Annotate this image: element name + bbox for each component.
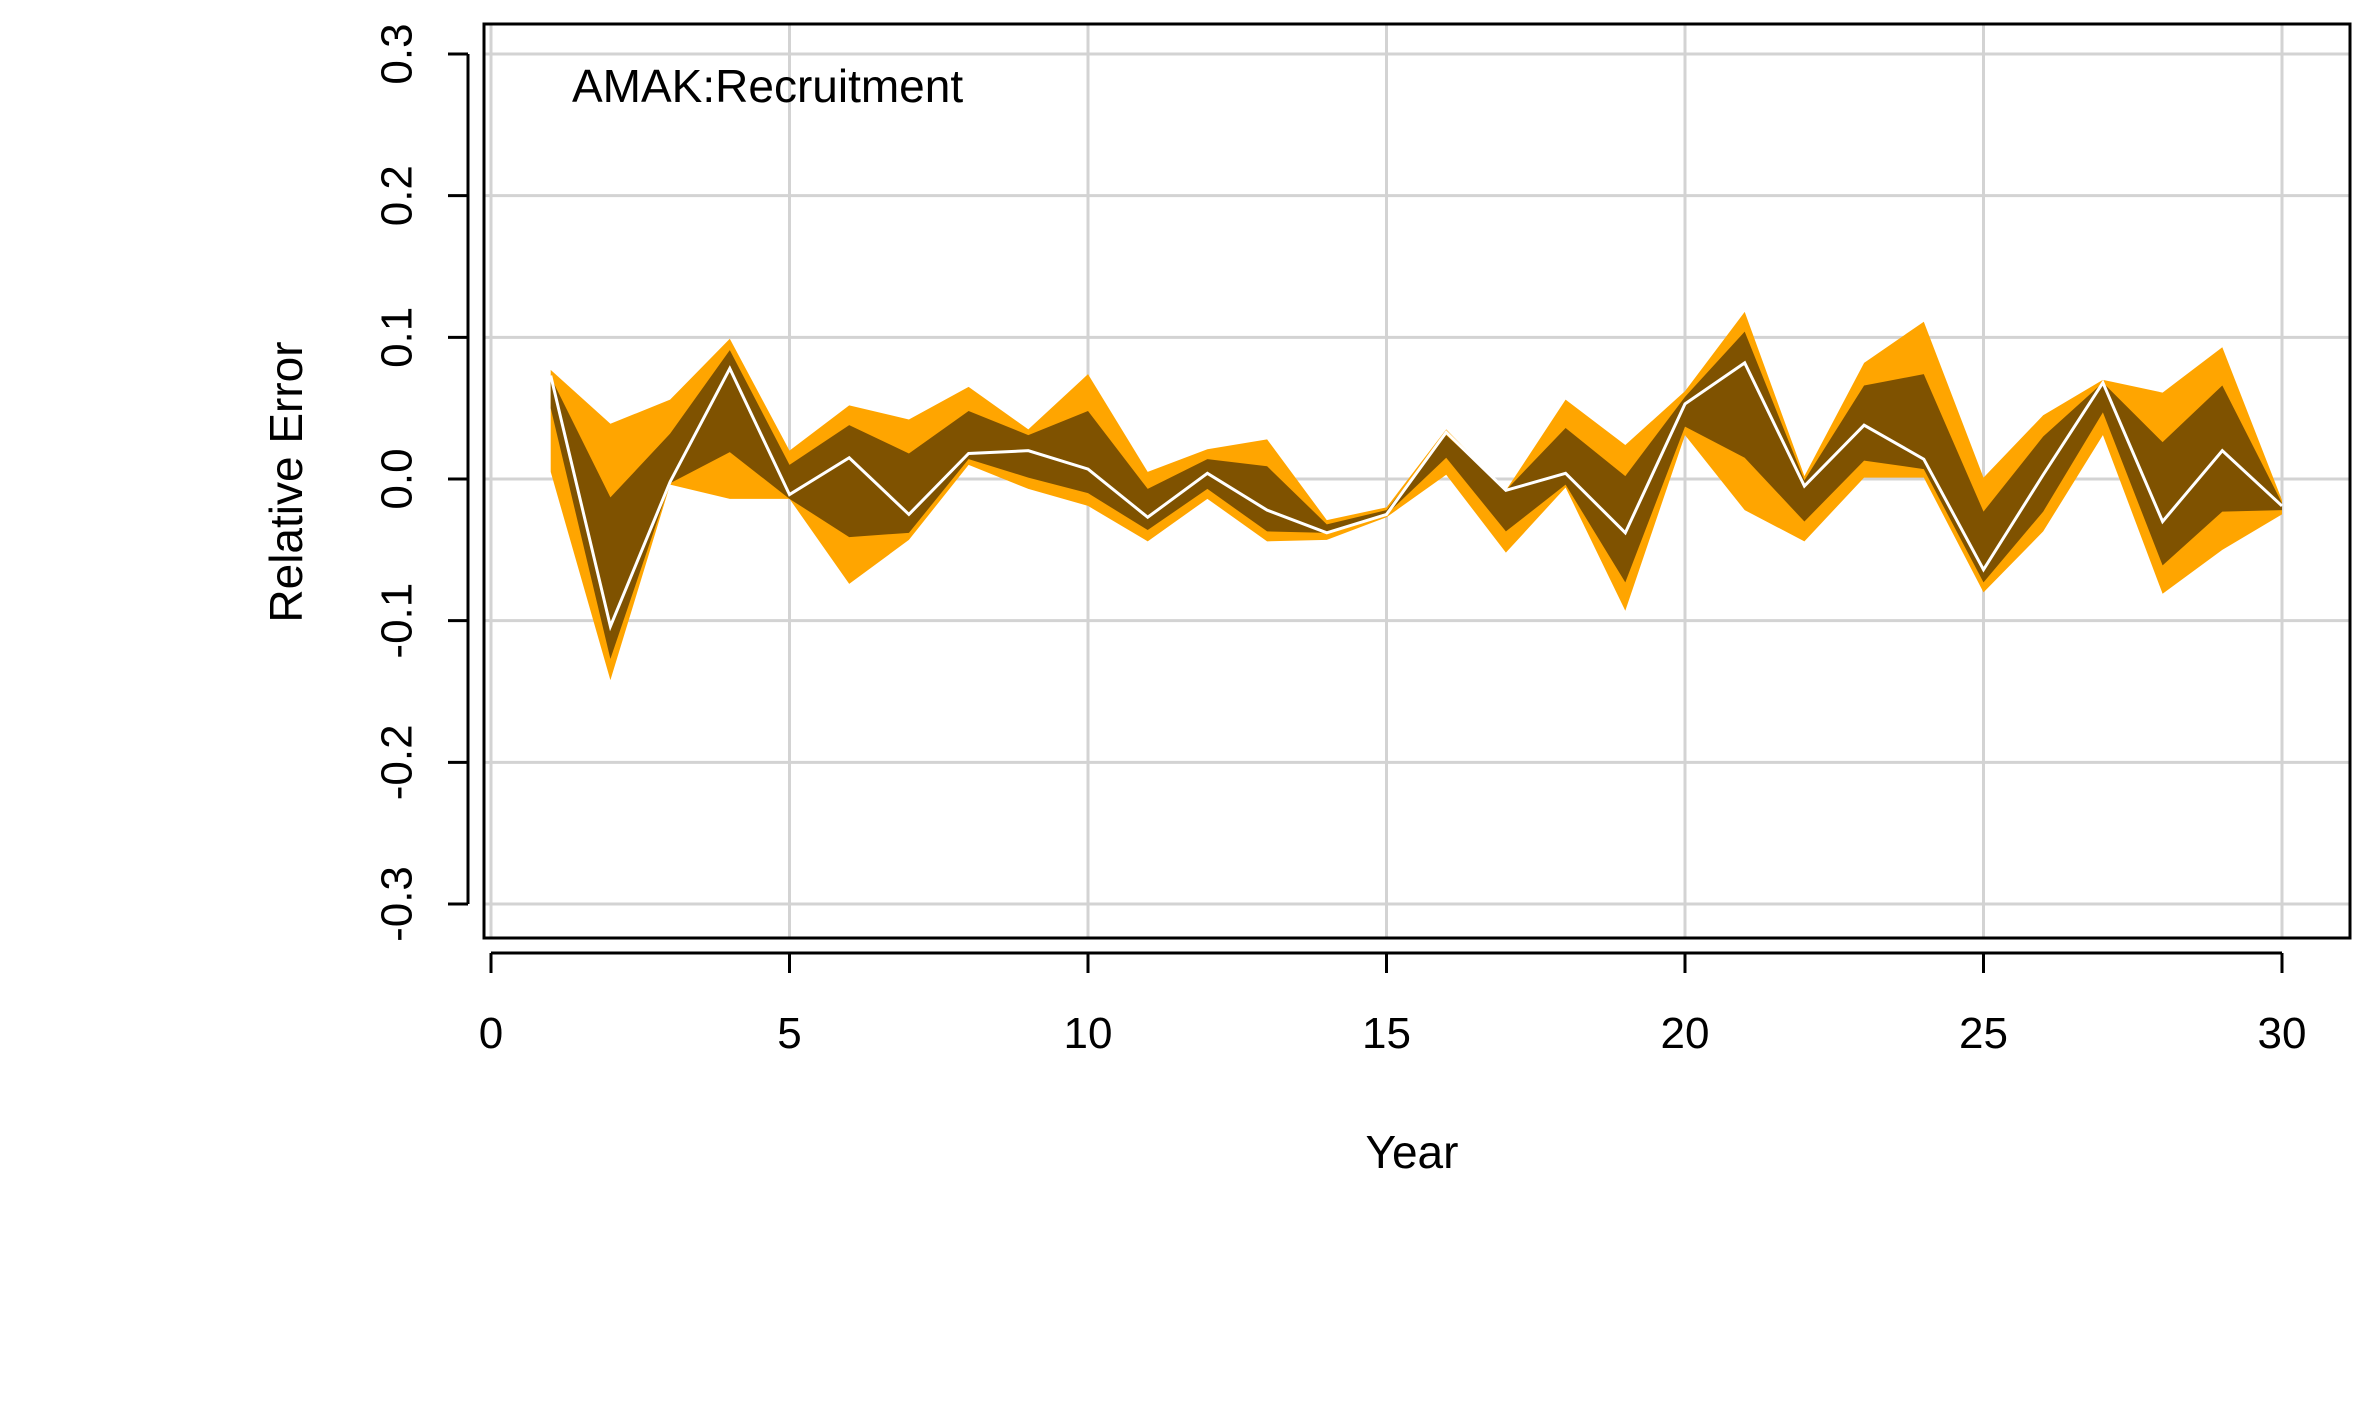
uncertainty-bands — [550, 311, 2283, 681]
x-tick-label: 10 — [1064, 1009, 1113, 1058]
plot-frame — [482, 22, 2352, 940]
x-tick-label: 20 — [1661, 1009, 1710, 1058]
y-tick-label: 0.0 — [373, 448, 422, 509]
x-tick-label: 15 — [1362, 1009, 1411, 1058]
y-tick-label: 0.2 — [373, 165, 422, 226]
median-line-layer — [549, 360, 2284, 632]
x-tick-label: 5 — [777, 1009, 801, 1058]
x-axis: 0 5 10 15 20 25 30 — [479, 951, 2307, 1058]
panel-label: AMAK:Recruitment — [572, 60, 963, 112]
y-tick-label: -0.2 — [373, 724, 422, 800]
x-tick-label: 25 — [1959, 1009, 2008, 1058]
x-tick-label: 0 — [479, 1009, 503, 1058]
y-axis-title: Relative Error — [260, 341, 312, 622]
y-axis: -0.3 -0.2 -0.1 0.0 0.1 0.2 0.3 — [373, 23, 470, 942]
median-line — [549, 360, 2284, 632]
outer-band — [550, 311, 2283, 681]
y-tick-label: 0.3 — [373, 23, 422, 84]
y-tick-label: -0.3 — [373, 866, 422, 942]
x-axis-title: Year — [1366, 1126, 1459, 1178]
y-tick-label: 0.1 — [373, 307, 422, 368]
y-tick-label: -0.1 — [373, 583, 422, 659]
inner-band — [550, 331, 2283, 659]
x-tick-label: 30 — [2258, 1009, 2307, 1058]
